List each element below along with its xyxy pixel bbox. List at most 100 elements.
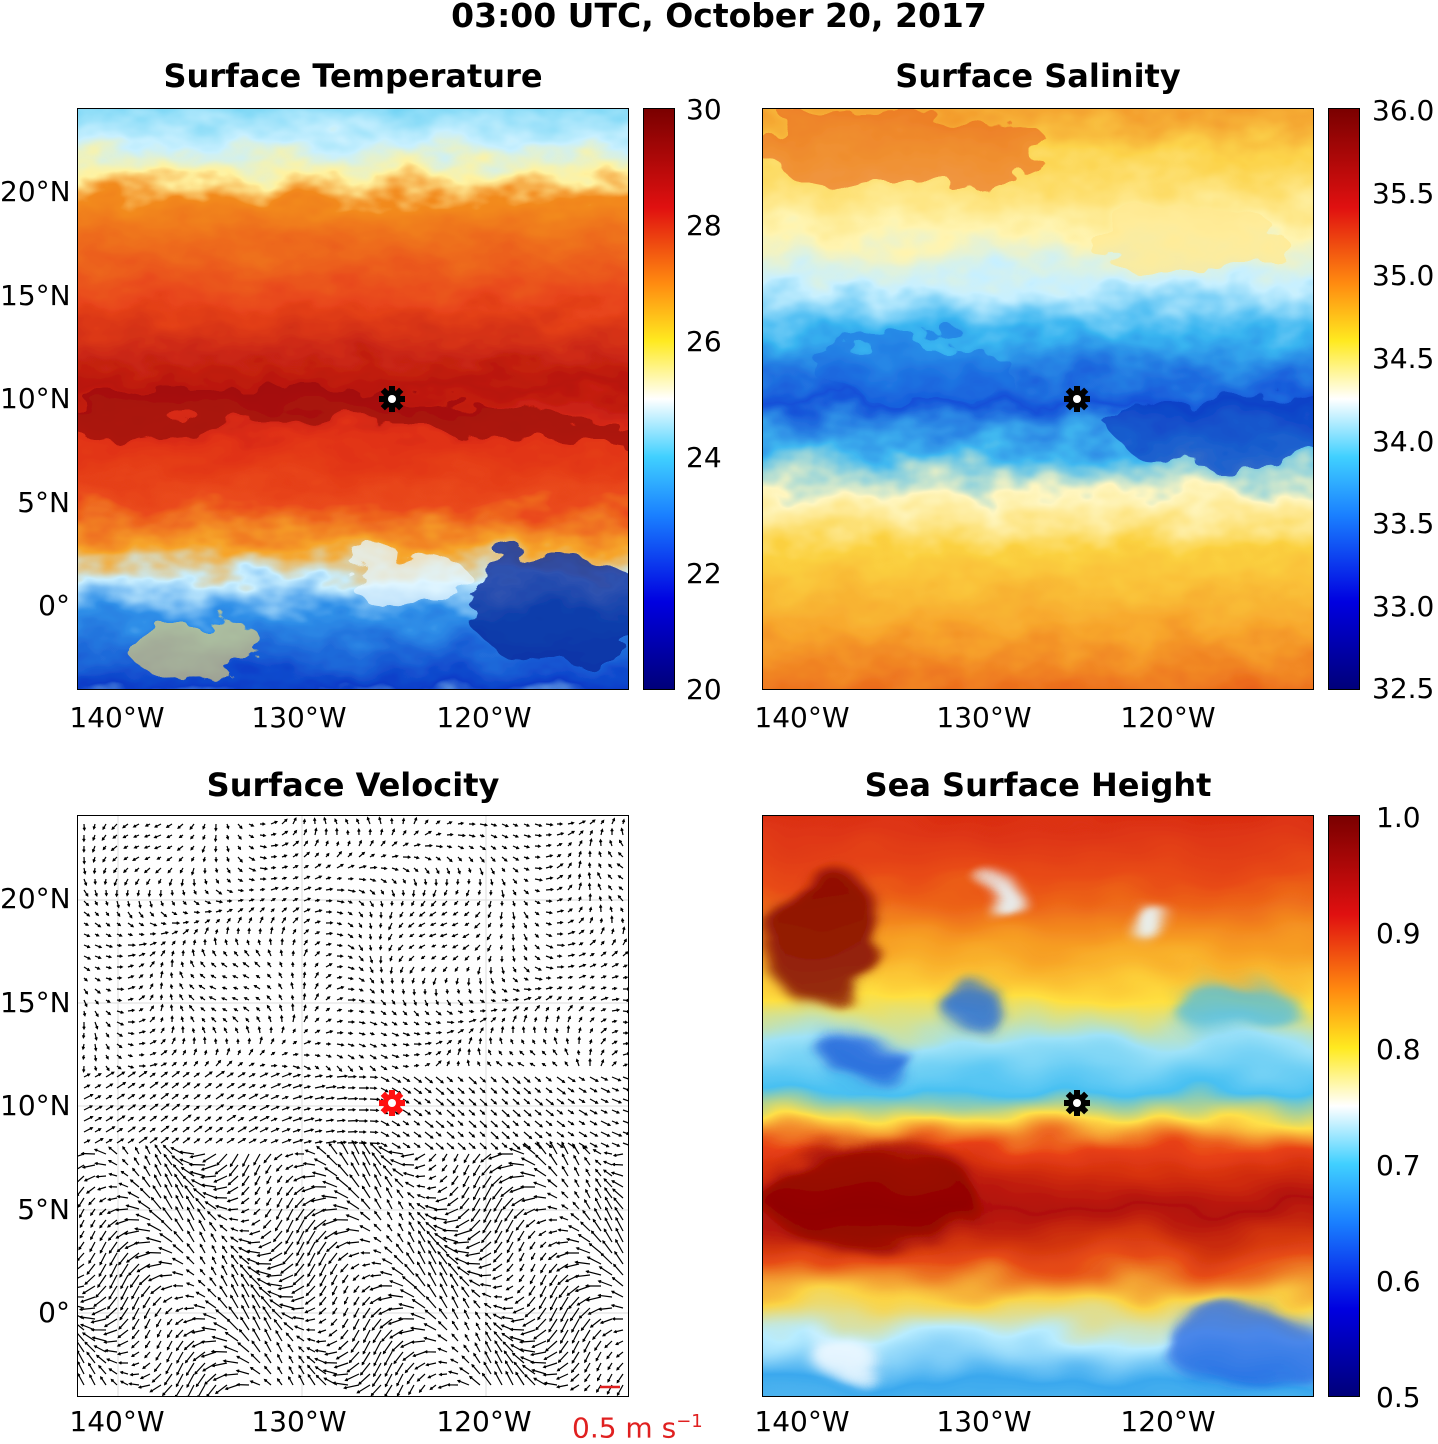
- velocity-arrow: [578, 929, 585, 935]
- velocity-arrow: [589, 939, 597, 946]
- velocity-arrow: [314, 1095, 325, 1100]
- velocity-arrow: [369, 1075, 379, 1080]
- velocity-arrow: [472, 1197, 481, 1212]
- velocity-arrow: [116, 1105, 124, 1111]
- velocity-arrow: [578, 974, 587, 979]
- velocity-arrow: [393, 1254, 404, 1265]
- velocity-arrow: [492, 1285, 503, 1289]
- velocity-arrow: [137, 1200, 151, 1210]
- velocity-arrow: [456, 1266, 470, 1276]
- velocity-arrow: [200, 1164, 217, 1171]
- velocity-arrow: [170, 958, 174, 968]
- velocity-arrow: [490, 998, 497, 1003]
- velocity-arrow: [138, 932, 145, 937]
- velocity-arrow: [413, 830, 419, 836]
- velocity-arrow: [336, 1008, 343, 1012]
- velocity-arrow: [331, 1285, 338, 1296]
- velocity-arrow: [530, 1351, 547, 1357]
- velocity-arrow: [585, 1296, 602, 1302]
- velocity-arrow: [380, 1032, 388, 1037]
- velocity-arrow: [182, 1071, 190, 1078]
- velocity-arrow: [473, 1352, 481, 1364]
- velocity-arrow: [622, 1142, 628, 1146]
- velocity-arrow: [336, 876, 343, 881]
- velocity-arrow: [596, 1362, 602, 1372]
- velocity-arrow: [555, 1373, 569, 1380]
- velocity-arrow: [144, 856, 151, 860]
- velocity-arrow: [105, 966, 113, 970]
- velocity-arrow: [185, 1362, 195, 1377]
- velocity-arrow: [345, 1227, 360, 1232]
- velocity-arrow: [386, 1235, 393, 1243]
- velocity-arrow: [120, 1285, 129, 1301]
- velocity-arrow: [534, 1120, 543, 1128]
- velocity-arrow: [182, 1126, 190, 1133]
- velocity-arrow: [104, 889, 109, 897]
- velocity-arrow: [492, 1304, 503, 1309]
- velocity-arrow: [512, 1015, 517, 1023]
- velocity-arrow: [277, 1285, 294, 1291]
- velocity-arrow: [580, 1318, 591, 1332]
- velocity-arrow: [369, 1065, 377, 1072]
- velocity-arrow: [479, 1009, 487, 1013]
- velocity-arrow: [490, 1017, 497, 1023]
- velocity-arrow: [182, 939, 186, 946]
- velocity-arrow: [493, 1197, 503, 1212]
- velocity-arrow: [490, 823, 498, 827]
- velocity-arrow: [160, 1003, 164, 1012]
- velocity-arrow: [97, 1186, 107, 1191]
- velocity-arrow: [140, 1285, 151, 1298]
- velocity-arrow: [611, 1019, 618, 1024]
- velocity-arrow: [127, 1263, 140, 1276]
- velocity-arrow: [105, 977, 113, 981]
- velocity-arrow: [127, 1043, 135, 1047]
- velocity-arrow: [413, 1109, 423, 1117]
- velocity-arrow: [521, 1039, 525, 1045]
- velocity-arrow: [437, 1186, 448, 1193]
- velocity-arrow: [439, 1175, 448, 1183]
- velocity-arrow: [521, 1026, 526, 1034]
- velocity-arrow: [511, 944, 516, 953]
- velocity-arrow: [179, 970, 184, 979]
- velocity-arrow: [105, 1071, 115, 1078]
- velocity-arrow: [611, 1030, 619, 1034]
- velocity-arrow: [359, 1225, 371, 1232]
- velocity-arrow: [347, 1054, 355, 1060]
- velocity-arrow: [248, 1230, 261, 1236]
- velocity-arrow: [520, 1157, 536, 1166]
- velocity-arrow: [214, 845, 218, 853]
- velocity-arrow: [523, 889, 530, 895]
- velocity-arrow: [342, 1318, 349, 1329]
- velocity-arrow: [237, 856, 243, 863]
- velocity-arrow: [434, 988, 438, 997]
- velocity-arrow: [238, 1255, 250, 1265]
- velocity-arrow: [384, 1175, 393, 1188]
- velocity-arrow: [611, 963, 620, 968]
- velocity-arrow: [222, 1254, 228, 1265]
- velocity-arrow: [512, 1307, 525, 1314]
- velocity-arrow: [451, 1346, 459, 1353]
- velocity-arrow: [127, 1116, 135, 1122]
- velocity-arrow: [490, 1098, 498, 1105]
- velocity-arrow: [598, 895, 603, 902]
- velocity-arrow: [131, 1167, 140, 1177]
- velocity-arrow: [94, 1137, 104, 1144]
- velocity-arrow: [523, 834, 532, 838]
- velocity-arrow: [288, 1355, 294, 1364]
- velocity-arrow: [410, 1312, 426, 1320]
- velocity-arrow: [94, 1010, 99, 1018]
- velocity-arrow: [391, 878, 397, 884]
- velocity-arrow: [319, 1285, 327, 1297]
- velocity-arrow: [253, 1208, 261, 1216]
- velocity-arrow: [270, 1038, 275, 1045]
- velocity-arrow: [210, 974, 217, 979]
- velocity-arrow: [169, 993, 173, 1001]
- velocity-arrow: [446, 1109, 456, 1118]
- velocity-arrow: [478, 1252, 492, 1261]
- velocity-arrow: [191, 1027, 196, 1034]
- velocity-arrow: [520, 1185, 536, 1189]
- velocity-arrow: [189, 1170, 206, 1177]
- velocity-arrow: [468, 1142, 476, 1150]
- velocity-arrow: [127, 1104, 137, 1111]
- velocity-arrow: [490, 1120, 499, 1128]
